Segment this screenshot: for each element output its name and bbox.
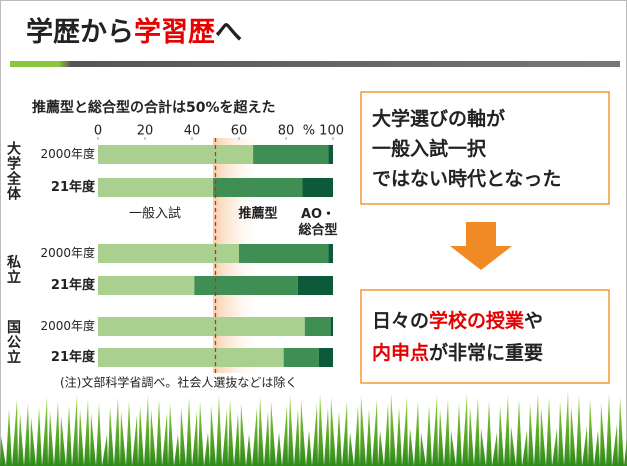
title-run: へ bbox=[215, 17, 242, 48]
text-run: や bbox=[524, 310, 543, 332]
bar-segment bbox=[284, 348, 319, 367]
chart-title: 推薦型と総合型の合計は50%を超えた bbox=[32, 99, 276, 116]
legend-label: 推薦型 bbox=[238, 206, 277, 222]
chart-note: (注)文部科学省調べ。社会人選抜などは除く bbox=[60, 375, 297, 390]
bar-segment bbox=[98, 178, 213, 197]
text-box bbox=[361, 290, 609, 383]
bar-segment bbox=[305, 317, 331, 336]
x-tick-label: 80 bbox=[278, 124, 295, 139]
x-tick-label: % 100 bbox=[303, 124, 344, 139]
bar-segment bbox=[328, 145, 333, 164]
category-label: 2000年度 bbox=[40, 245, 95, 260]
group-label: 大学全体 bbox=[5, 140, 22, 201]
bar-segment bbox=[331, 317, 333, 336]
legend-line: AO・ bbox=[301, 207, 335, 222]
legend-line: 総合型 bbox=[298, 222, 337, 238]
category-label: 21年度 bbox=[51, 349, 96, 365]
text-run: が非常に重要 bbox=[429, 341, 543, 364]
x-tick-label: 60 bbox=[231, 124, 248, 139]
x-tick-label: 40 bbox=[184, 124, 201, 139]
bar-segment bbox=[213, 178, 302, 197]
text-run: ではない時代となった bbox=[372, 168, 561, 190]
legend-label: 一般入試 bbox=[129, 206, 181, 222]
header-bar bbox=[10, 61, 620, 67]
bar-segment bbox=[98, 276, 194, 295]
text-run: 日々の bbox=[372, 310, 429, 332]
slide: 学歴から学習歴へ 大学選びの軸が一般入試一択ではない時代となった 日々の学校の授… bbox=[0, 0, 627, 466]
x-tick-label: 20 bbox=[137, 124, 154, 139]
bar-segment bbox=[98, 244, 239, 263]
text-run: 学校の授業 bbox=[429, 309, 525, 332]
bar-segment bbox=[319, 348, 333, 367]
category-label: 21年度 bbox=[51, 277, 96, 293]
text-run: 大学選びの軸が bbox=[372, 107, 505, 130]
bar-segment bbox=[98, 317, 305, 336]
legend-label: AO・総合型 bbox=[298, 207, 337, 238]
group-label: 私立 bbox=[5, 254, 21, 285]
bar-segment bbox=[98, 348, 284, 367]
title-run: 学習歴 bbox=[134, 16, 215, 48]
bar-segment bbox=[98, 145, 253, 164]
text-run: 内申点 bbox=[372, 341, 429, 364]
x-tick-label: 0 bbox=[94, 124, 102, 139]
bar-segment bbox=[239, 244, 328, 263]
bar-segment bbox=[328, 244, 333, 263]
slide-title: 学歴から学習歴へ bbox=[26, 16, 242, 48]
category-label: 2000年度 bbox=[40, 146, 95, 161]
category-label: 2000年度 bbox=[40, 318, 95, 333]
bar-segment bbox=[253, 145, 328, 164]
group-label: 国公立 bbox=[5, 320, 21, 365]
bar-segment bbox=[298, 276, 333, 295]
text-run: 一般入試一択 bbox=[372, 137, 487, 160]
category-label: 21年度 bbox=[51, 179, 96, 195]
bar-segment bbox=[302, 178, 333, 197]
title-run: 学歴から bbox=[26, 16, 134, 48]
bar-segment bbox=[194, 276, 297, 295]
